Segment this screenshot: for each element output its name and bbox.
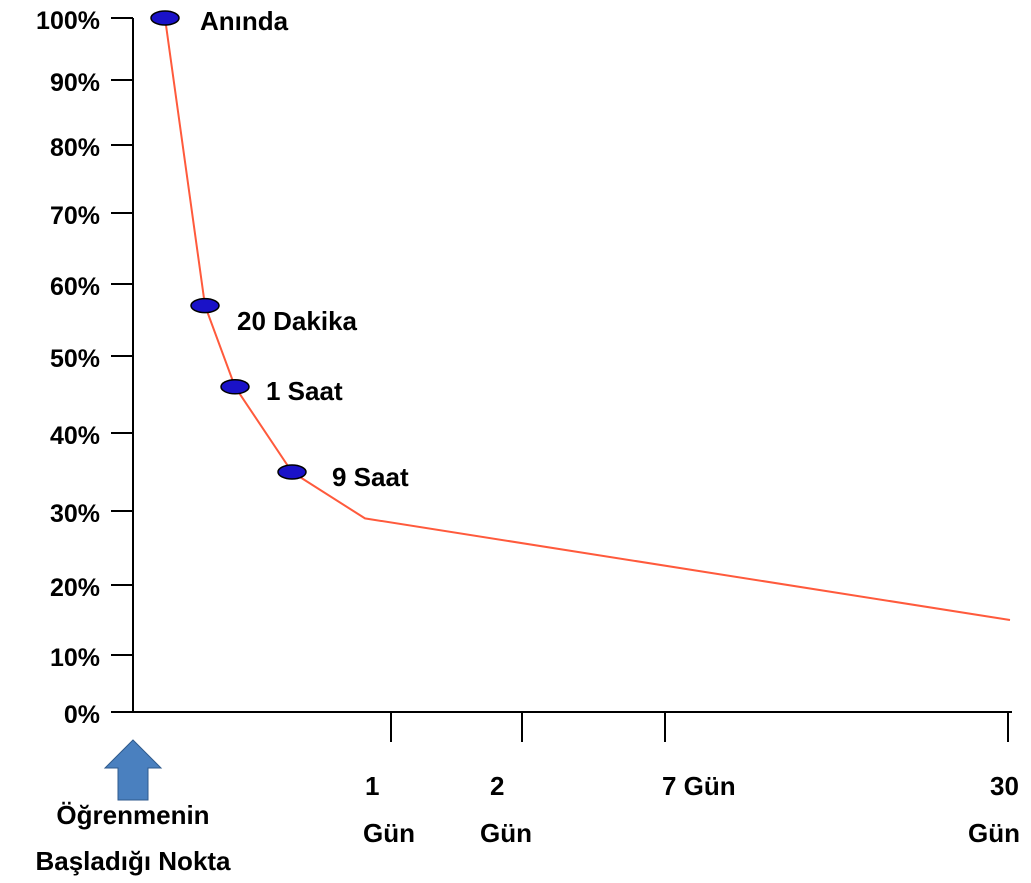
x-tick-label-line1: 1	[365, 771, 379, 801]
series-line	[164, 17, 1011, 621]
x-tick-label-line1: 7 Gün	[662, 771, 736, 801]
x-tick-label-line1: 30	[990, 771, 1019, 801]
axes	[132, 18, 1012, 713]
data-point-label: 9 Saat	[332, 462, 409, 492]
x-tick-label-line1: 2	[490, 771, 504, 801]
markers-group: Anında 20 Dakika 1 Saat 9 Saat	[150, 6, 409, 492]
y-tick-label: 80%	[50, 134, 100, 162]
y-axis-ticks: 0% 10% 20% 30% 40% 50% 60% 70% 80% 90% 100%	[36, 7, 133, 729]
x-axis-ticks: 1 Gün 2 Gün 7 Gün 30 Gün	[363, 712, 1020, 848]
data-point-label: 20 Dakika	[237, 306, 358, 336]
x-tick-label-line2: Gün	[968, 818, 1020, 848]
y-tick-label: 50%	[50, 345, 100, 373]
data-point-label: Anında	[200, 6, 289, 36]
y-tick-label: 10%	[50, 644, 100, 672]
start-indicator: Öğrenmenin Başladığı Nokta	[35, 739, 231, 876]
data-point-marker	[220, 379, 250, 395]
y-tick-label: 0%	[64, 701, 100, 729]
y-tick-label: 60%	[50, 273, 100, 301]
series-line-group	[164, 17, 1011, 621]
y-tick-label: 30%	[50, 500, 100, 528]
y-tick-label: 100%	[36, 7, 100, 35]
y-tick-label: 40%	[50, 422, 100, 450]
y-tick-label: 70%	[50, 202, 100, 230]
data-point-marker	[150, 10, 180, 26]
y-tick-label: 90%	[50, 69, 100, 97]
start-label-line1: Öğrenmenin	[56, 800, 209, 830]
data-point-marker	[190, 297, 220, 314]
data-point-marker	[277, 464, 307, 480]
y-tick-label: 20%	[50, 574, 100, 602]
start-label-line2: Başladığı Nokta	[35, 846, 231, 876]
x-tick-label-line2: Gün	[480, 818, 532, 848]
x-tick-label-line2: Gün	[363, 818, 415, 848]
data-point-label: 1 Saat	[266, 376, 343, 406]
start-arrow-icon	[103, 739, 163, 801]
